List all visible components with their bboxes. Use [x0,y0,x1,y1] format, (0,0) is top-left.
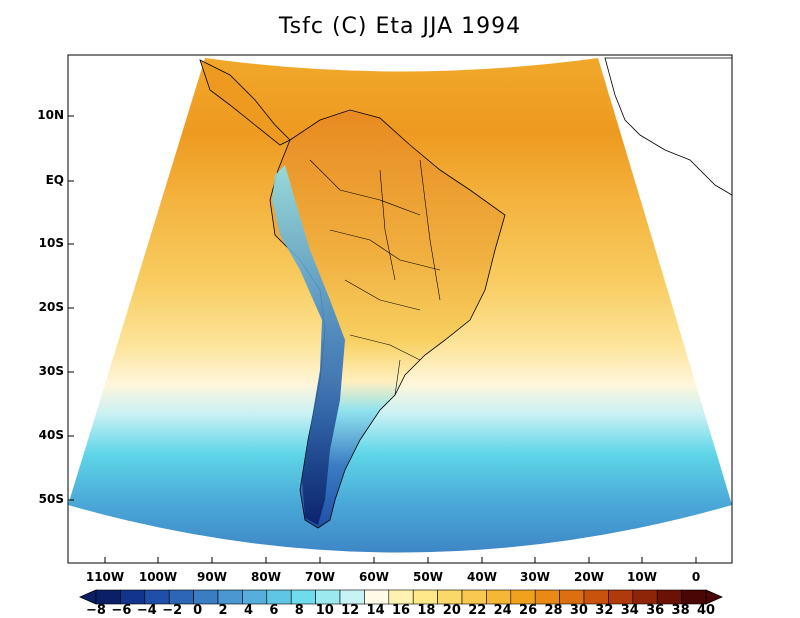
colorbar-swatch [486,589,512,605]
colorbar-swatch [193,589,219,605]
colorbar-tick-label: 40 [696,603,716,618]
map-title: Tsfc (C) Eta JJA 1994 [278,14,522,39]
colorbar-tick-label: 32 [595,603,614,618]
colorbar-swatch [144,589,170,605]
colorbar-tick-label: 24 [493,603,512,618]
lon-label-50w: 50W [413,570,443,584]
colorbar-swatch [583,589,609,605]
colorbar-swatch [510,589,536,605]
colorbar-arrow-left [79,589,97,605]
colorbar-swatch [120,589,146,605]
lon-ticks [104,557,697,563]
colorbar-swatch [534,589,560,605]
lon-label-110w: 110W [85,570,125,584]
colorbar-swatch [437,589,463,605]
colorbar-swatch [339,589,365,605]
lon-label-70w: 70W [305,570,335,584]
colorbar [79,589,723,605]
colorbar-tick-label: 22 [468,603,487,618]
colorbar-tick-label: −2 [162,603,183,618]
colorbar-swatch [266,589,292,605]
central-america-land [199,59,291,146]
colorbar-swatch [461,589,487,605]
colorbar-tick-label: 34 [620,603,639,618]
lat-label-40s: 40S [38,428,64,442]
lat-label-10s: 10S [38,236,64,250]
lon-label-60w: 60W [359,570,389,584]
colorbar-swatch [559,589,585,605]
colorbar-tick-label: 20 [442,603,461,618]
colorbar-swatch [364,589,390,605]
lat-label-eq: EQ [45,173,64,187]
colorbar-tick-label: 30 [569,603,588,618]
colorbar-tick-label: 4 [243,603,254,618]
colorbar-tick-label: 8 [294,603,304,618]
colorbar-swatch [632,589,658,605]
lon-label-30w: 30W [520,570,550,584]
colorbar-tick-label: 28 [544,603,563,618]
colorbar-tick-label: 16 [391,603,411,618]
colorbar-swatch [608,589,634,605]
lon-label-40w: 40W [467,570,497,584]
colorbar-tick-label: 6 [269,603,279,618]
colorbar-swatch [217,589,243,605]
lon-label-90w: 90W [197,570,227,584]
africa-outline [604,57,732,196]
map-plot-area [68,57,732,553]
colorbar-arrow-right [705,589,723,605]
lat-label-20s: 20S [38,300,64,314]
colorbar-swatch [315,589,341,605]
colorbar-swatch [290,589,316,605]
lat-label-30s: 30S [38,364,64,378]
colorbar-tick-label: 2 [218,603,228,618]
andes-region [272,165,345,525]
colorbar-tick-label: 12 [341,603,360,618]
lat-label-50s: 50S [38,492,64,506]
colorbar-swatch [388,589,414,605]
colorbar-swatch [95,589,121,605]
colorbar-tick-label: −8 [86,603,106,618]
colorbar-tick-label: 0 [193,603,203,618]
lat-ticks [68,115,74,501]
lon-label-100w: 100W [138,570,178,584]
lon-label-20w: 20W [574,570,604,584]
colorbar-tick-label: 36 [646,603,665,618]
colorbar-tick-label: 10 [315,603,334,618]
lon-label-10w: 10W [627,570,657,584]
colorbar-swatch [656,589,682,605]
lon-label-80w: 80W [251,570,281,584]
colorbar-swatch [681,589,707,605]
colorbar-swatch [168,589,194,605]
colorbar-tick-label: −6 [111,603,132,618]
colorbar-tick-label: 26 [519,603,538,618]
colorbar-tick-label: 14 [366,603,385,618]
colorbar-swatch [412,589,438,605]
map-frame [67,54,733,564]
colorbar-tick-label: −4 [136,603,157,618]
country-borders [309,159,441,396]
colorbar-tick-label: 38 [671,603,690,618]
colorbar-tick-label: 18 [417,603,436,618]
lat-label-10n: 10N [37,108,64,122]
lon-label-0: 0 [691,570,701,584]
colorbar-swatch [242,589,268,605]
